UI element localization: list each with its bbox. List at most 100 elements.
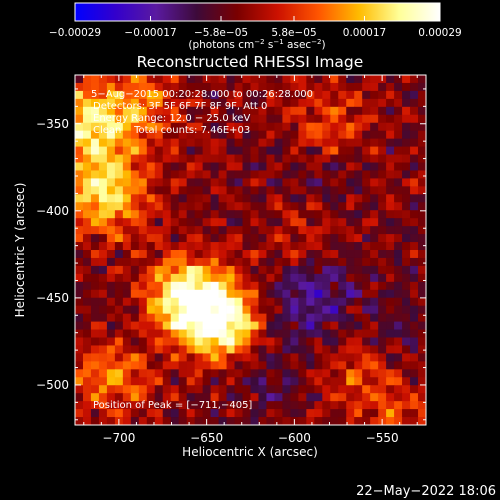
heatmap-cell <box>386 234 395 243</box>
heatmap-cell <box>258 313 267 322</box>
heatmap-cell <box>314 194 323 203</box>
heatmap-cell <box>226 122 235 132</box>
heatmap-cell <box>130 417 140 426</box>
heatmap-cell <box>370 369 379 378</box>
heatmap-cell <box>394 82 403 92</box>
heatmap-cell <box>290 186 299 195</box>
heatmap-cell <box>186 289 196 299</box>
heatmap-cell <box>386 417 395 426</box>
heatmap-cell <box>162 90 172 100</box>
heatmap-cell <box>362 98 371 108</box>
heatmap-cell <box>250 146 259 155</box>
heatmap-cell <box>418 162 427 171</box>
heatmap-cell <box>274 257 283 267</box>
heatmap-cell <box>418 122 427 132</box>
heatmap-cell <box>170 106 180 116</box>
heatmap-cell <box>75 130 84 140</box>
heatmap-cell <box>226 82 235 92</box>
heatmap-cell <box>154 186 164 195</box>
colorbar-tick-label: −5.8e−05 <box>194 27 248 39</box>
heatmap-cell <box>354 361 363 370</box>
heatmap-cell <box>210 353 219 362</box>
heatmap-cell <box>410 114 419 124</box>
heatmap-cell <box>258 98 267 108</box>
heatmap-cell <box>274 353 283 362</box>
heatmap-cell <box>138 297 148 307</box>
heatmap-cell <box>114 409 124 418</box>
heatmap-cell <box>82 417 92 426</box>
heatmap-cell <box>250 114 259 124</box>
heatmap-cell <box>178 377 188 386</box>
heatmap-cell <box>266 321 275 330</box>
heatmap-cell <box>194 202 204 211</box>
heatmap-cell <box>394 305 403 315</box>
heatmap-cell <box>202 409 212 418</box>
heatmap-cell <box>378 361 387 370</box>
heatmap-cell <box>394 289 403 299</box>
heatmap-cell <box>162 417 172 426</box>
heatmap-cell <box>258 305 267 315</box>
heatmap-cell <box>75 186 84 195</box>
heatmap-cell <box>410 401 419 410</box>
heatmap-cell <box>282 146 291 155</box>
heatmap-cell <box>250 257 259 267</box>
heatmap-cell <box>154 393 164 402</box>
heatmap-cell <box>234 361 243 370</box>
heatmap-cell <box>234 114 243 124</box>
heatmap-cell <box>354 98 363 108</box>
heatmap-cell <box>186 138 196 147</box>
heatmap-cell <box>202 321 212 330</box>
heatmap-cell <box>178 250 188 259</box>
heatmap-cell <box>362 409 371 418</box>
heatmap-cell <box>106 401 116 410</box>
heatmap-cell <box>186 337 196 346</box>
heatmap-cell <box>282 329 291 338</box>
heatmap-cell <box>170 289 180 299</box>
heatmap-cell <box>242 321 251 330</box>
heatmap-cell <box>226 353 235 362</box>
heatmap-cell <box>322 170 331 179</box>
heatmap-cell <box>90 329 100 338</box>
heatmap-cell <box>282 385 291 394</box>
heatmap-cell <box>258 202 267 211</box>
heatmap-cell <box>170 130 180 140</box>
heatmap-cell <box>282 98 291 108</box>
heatmap-cell <box>186 90 196 100</box>
heatmap-cell <box>362 138 371 147</box>
heatmap-cell <box>75 281 84 291</box>
heatmap-cell <box>210 401 219 410</box>
heatmap-cell <box>210 250 219 259</box>
heatmap-cell <box>290 242 299 251</box>
heatmap-cell <box>370 273 379 283</box>
heatmap-cell <box>402 321 411 330</box>
heatmap-cell <box>122 138 132 147</box>
heatmap-cell <box>354 114 363 124</box>
heatmap-cell <box>178 417 188 426</box>
heatmap-cell <box>370 162 379 171</box>
heatmap-cell <box>146 265 156 275</box>
heatmap-cell <box>346 281 355 291</box>
heatmap-cell <box>370 234 379 243</box>
heatmap-cell <box>242 170 251 179</box>
heatmap-cell <box>250 409 259 418</box>
heatmap-cell <box>402 202 411 211</box>
heatmap-cell <box>138 409 148 418</box>
heatmap-cell <box>186 273 196 283</box>
heatmap-cell <box>194 353 204 362</box>
heatmap-cell <box>106 106 116 116</box>
heatmap-cell <box>402 146 411 155</box>
heatmap-cell <box>170 265 180 275</box>
heatmap-cell <box>386 329 395 338</box>
heatmap-cell <box>146 146 156 155</box>
heatmap-cell <box>370 305 379 315</box>
heatmap-cell <box>410 138 419 147</box>
colorbar-tick-label: 0.00017 <box>343 27 386 39</box>
heatmap-cell <box>338 210 347 219</box>
heatmap-cell <box>98 178 108 187</box>
heatmap-cell <box>114 106 124 116</box>
heatmap-cell <box>354 194 363 203</box>
heatmap-cell <box>314 385 323 394</box>
heatmap-cell <box>250 202 259 211</box>
heatmap-cell <box>338 202 347 211</box>
heatmap-cell <box>178 130 188 140</box>
